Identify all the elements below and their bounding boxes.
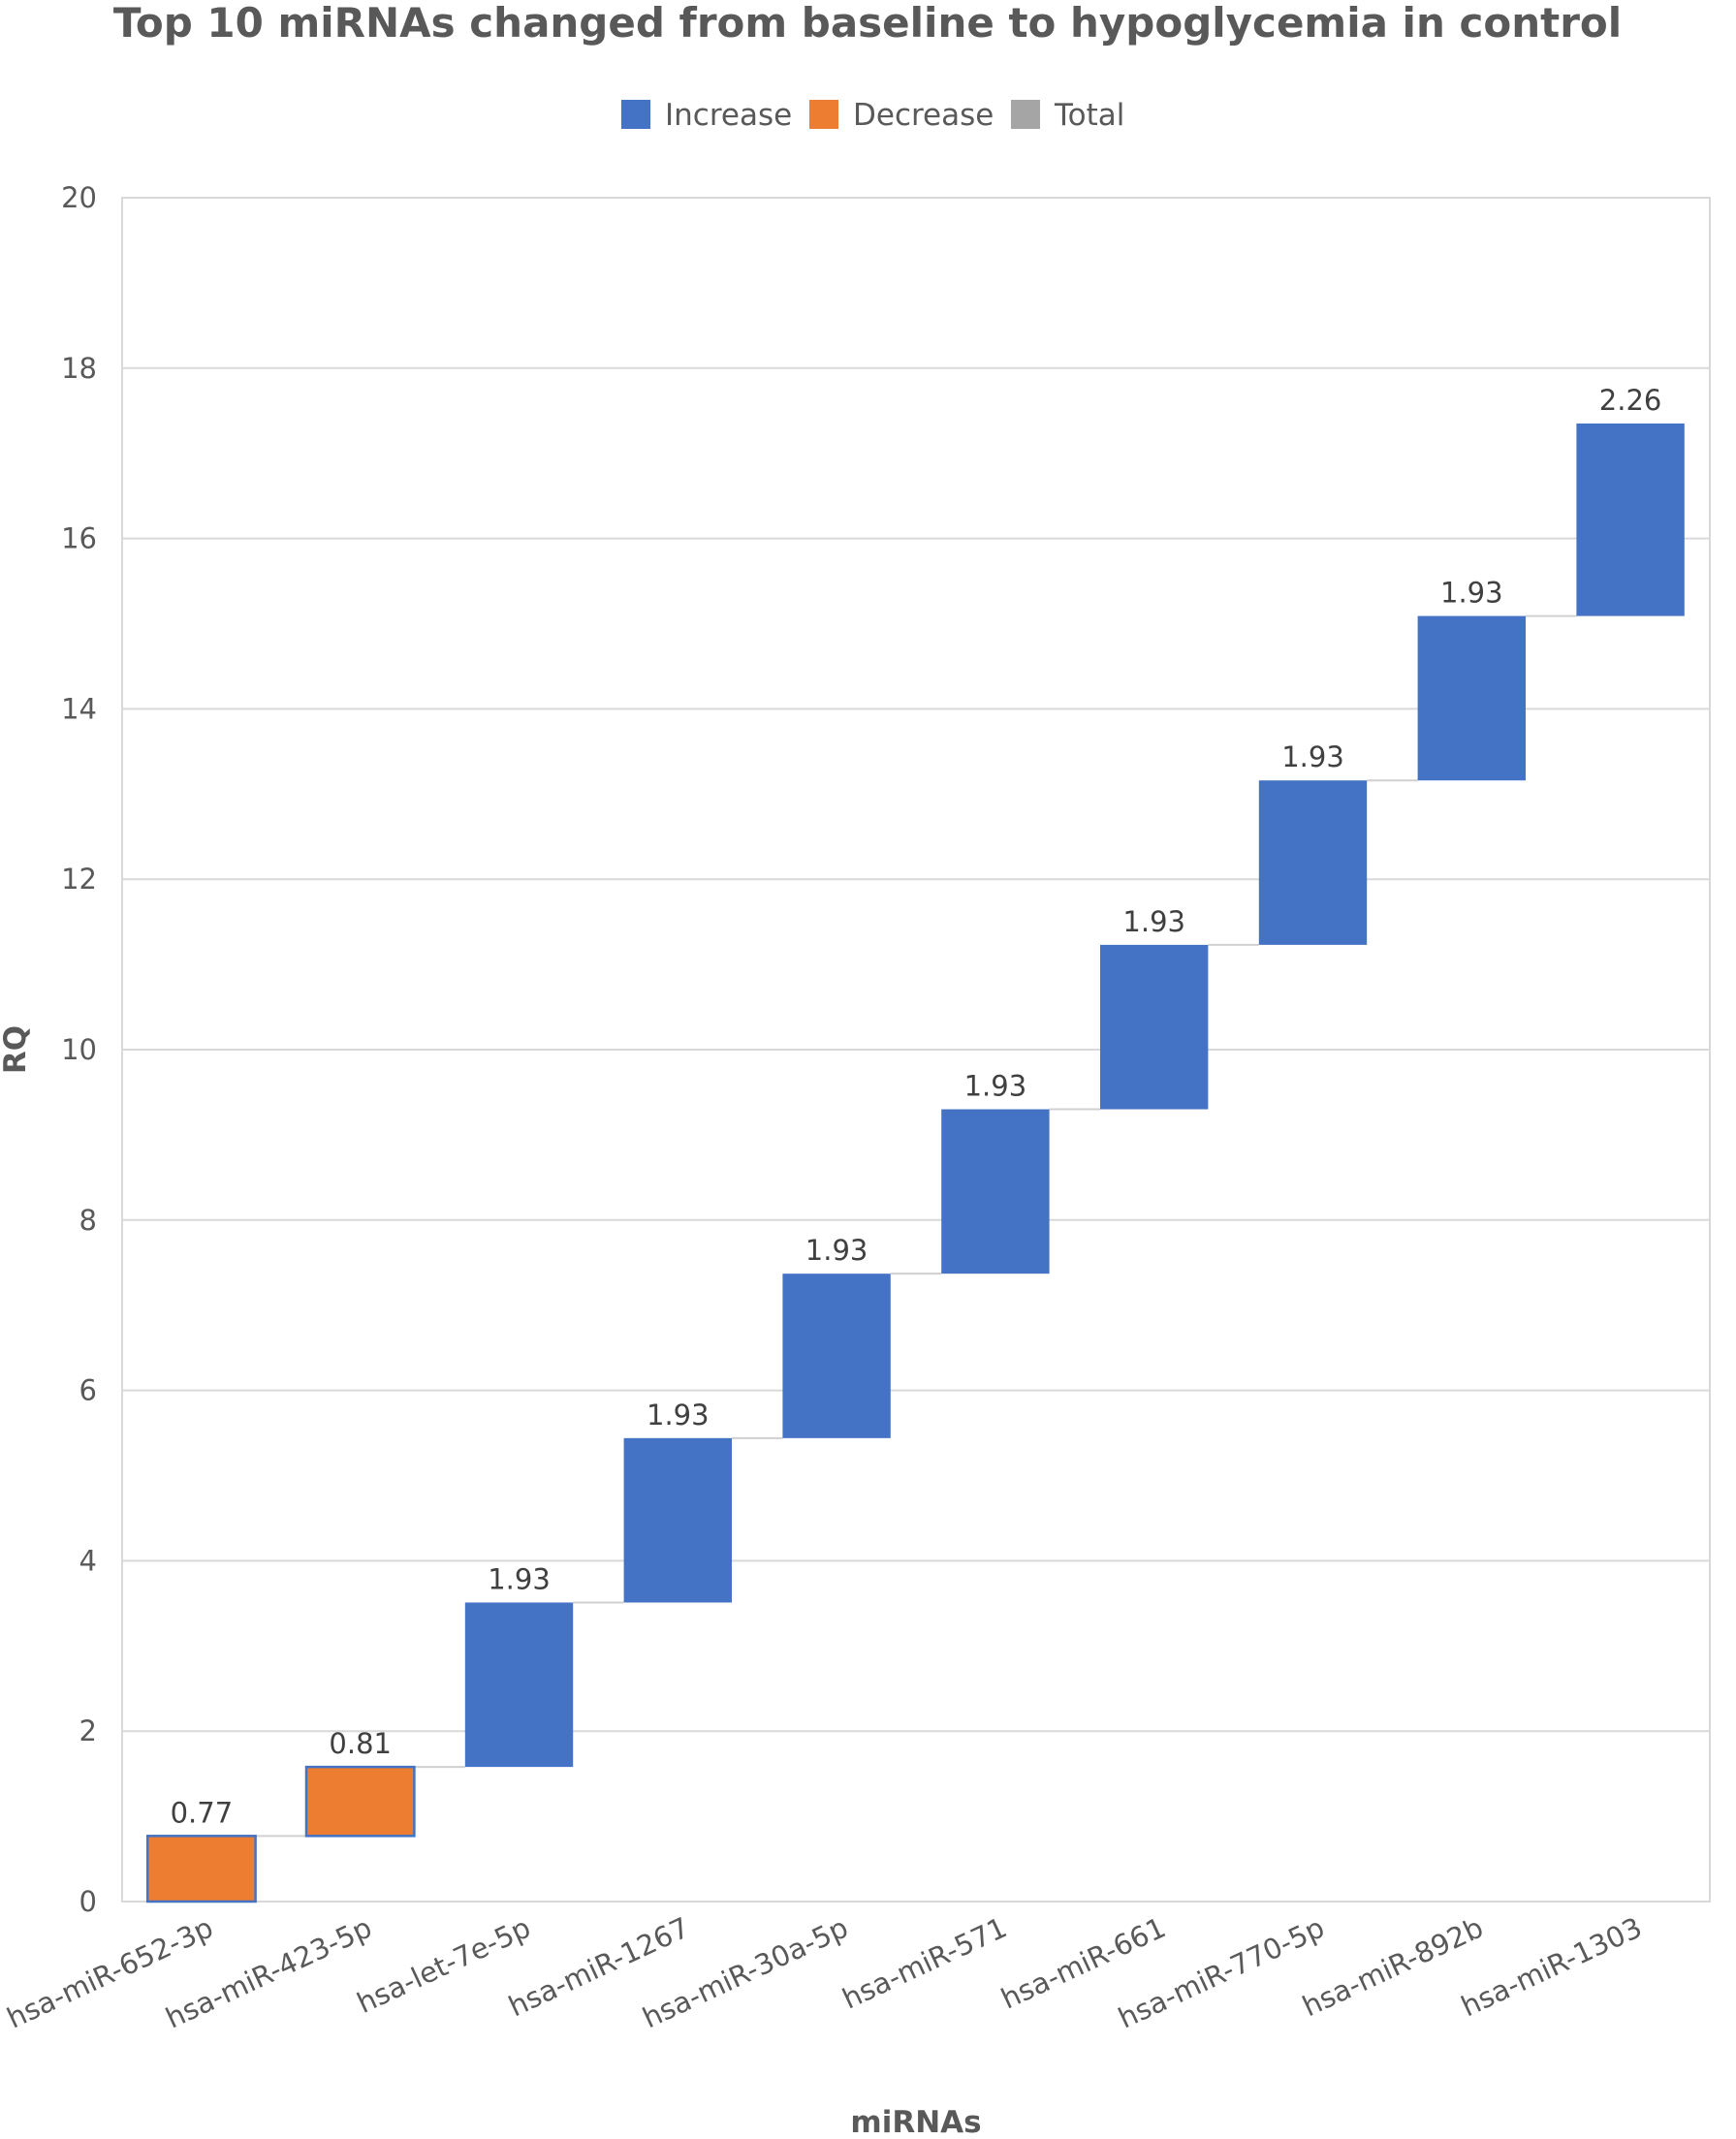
legend-label: Increase [665,98,792,133]
data-label: 1.93 [488,1562,551,1595]
legend-label: Decrease [853,98,994,133]
bar-hsa-miR-652-3p [145,1835,257,1903]
connector-lines [255,614,1577,1838]
bar-hsa-miR-892b [1417,615,1526,781]
data-label: 1.93 [1440,577,1503,610]
bar-hsa-miR-1303 [1576,423,1685,616]
y-tick-label: 20 [61,181,97,214]
plot-frame [121,197,1711,1903]
data-label: 0.77 [171,1796,234,1829]
y-tick-label: 8 [79,1204,97,1237]
legend-swatch [621,100,650,129]
y-tick-label: 12 [61,863,97,896]
y-tick-label: 16 [61,522,97,555]
legend: Increase Decrease Total [621,98,1124,133]
data-label: 0.81 [329,1727,392,1760]
y-axis-ticks: 0 2 4 6 8 10 12 14 16 18 20 [61,181,97,1918]
data-label: 1.93 [647,1399,710,1431]
y-tick-label: 14 [61,692,97,725]
bar-hsa-miR-30a-5p [782,1274,891,1438]
data-label: 1.93 [964,1070,1027,1103]
x-category-label: hsa-miR-892b [1298,1911,1489,2024]
bar-hsa-miR-423-5p [304,1765,416,1838]
x-category-label: hsa-miR-1303 [1456,1911,1647,2024]
y-tick-label: 6 [79,1374,97,1407]
bar-hsa-miR-1267 [623,1437,732,1603]
gridlines [122,366,1710,1733]
y-tick-label: 2 [79,1714,97,1747]
data-labels: 0.77 0.81 1.93 1.93 1.93 1.93 1.93 1.93 1.93 2.26 [171,384,1662,1829]
legend-item-total: Total [1011,98,1124,133]
bars [145,423,1685,1903]
legend-item-increase: Increase [621,98,792,133]
bar-hsa-let-7e-5p [464,1602,574,1768]
legend-swatch [809,100,838,129]
data-label: 2.26 [1599,384,1662,417]
bar-hsa-miR-571 [941,1109,1050,1274]
x-category-label: hsa-miR-571 [837,1911,1012,2016]
data-label: 1.93 [805,1234,868,1267]
data-label: 1.93 [1281,740,1344,773]
y-tick-label: 0 [79,1885,97,1918]
legend-item-decrease: Decrease [809,98,994,133]
bar-hsa-miR-661 [1100,944,1209,1110]
legend-swatch [1011,100,1040,129]
y-tick-label: 18 [61,352,97,385]
y-tick-label: 10 [61,1033,97,1066]
y-tick-label: 4 [79,1544,97,1577]
x-axis-title: miRNAs [850,2105,981,2139]
bar-hsa-miR-770-5p [1258,780,1368,945]
legend-label: Total [1054,98,1124,133]
data-label: 1.93 [1122,905,1185,938]
y-axis-title: RQ [0,1025,33,1074]
x-axis-categories: hsa-miR-652-3phsa-miR-423-5phsa-let-7e-5… [2,1911,1647,2035]
chart-title: Top 10 miRNAs changed from baseline to h… [113,0,1622,47]
